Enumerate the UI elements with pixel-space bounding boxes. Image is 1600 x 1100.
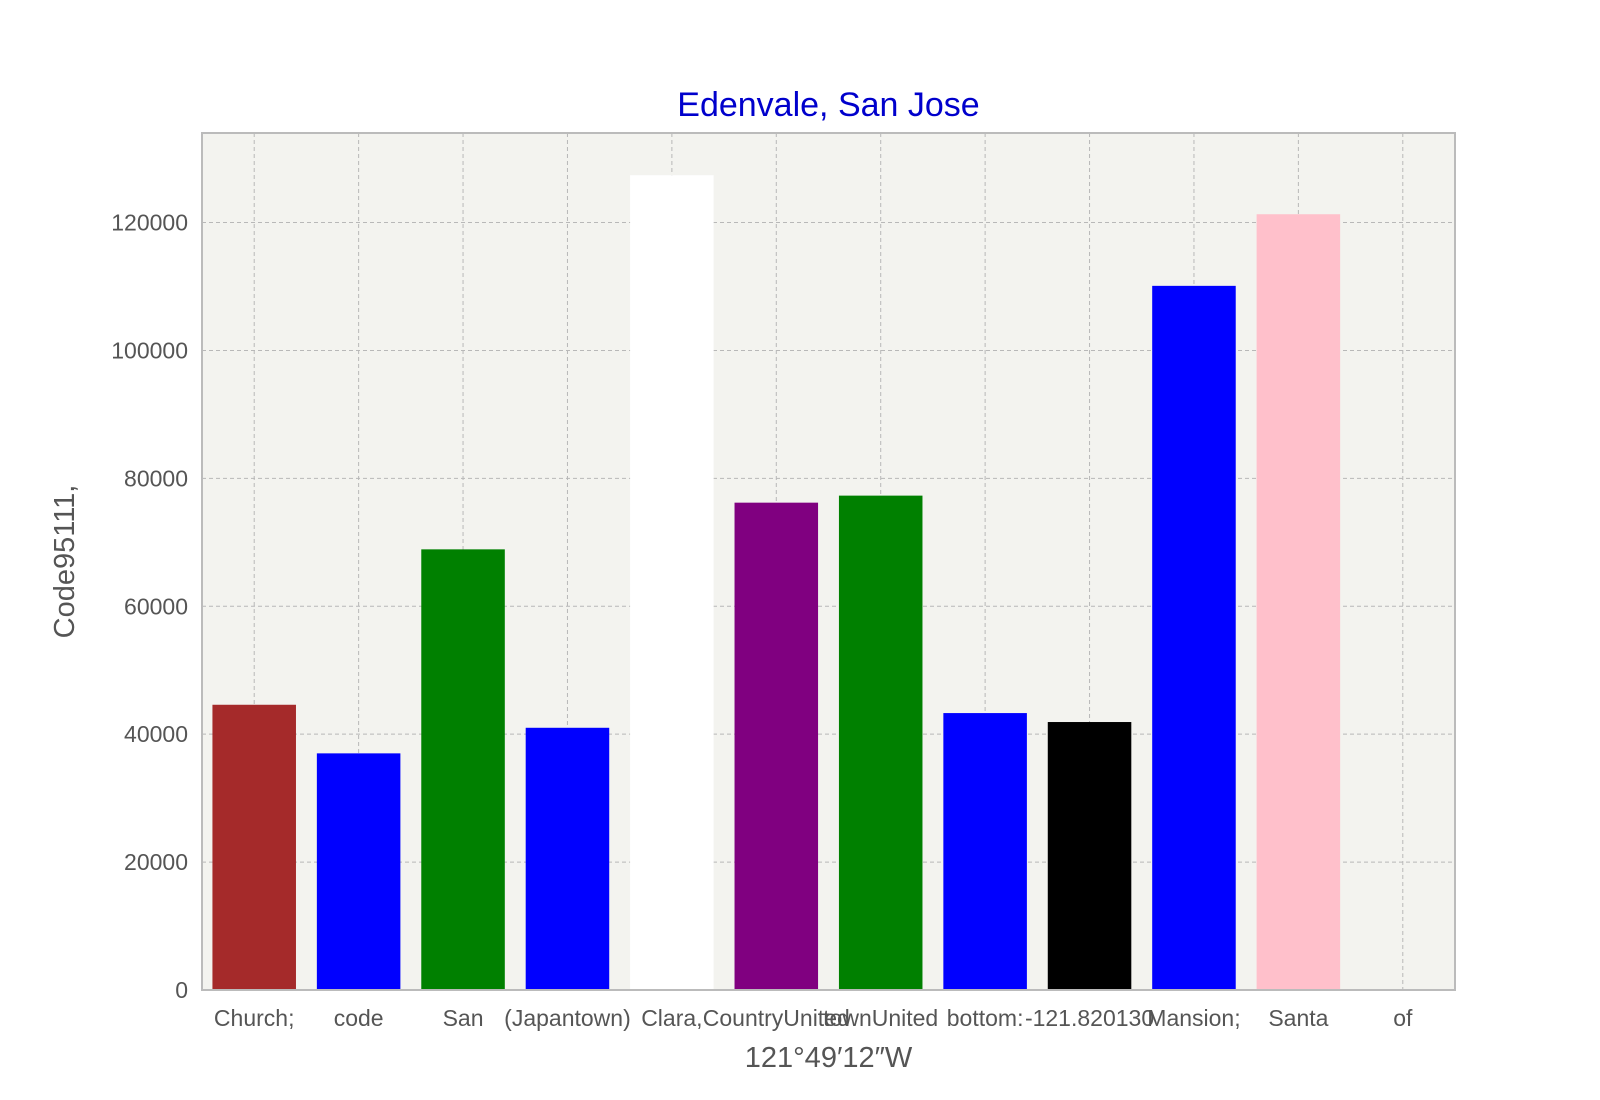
- x-tick-label: -121.820130⁣: [1025, 1005, 1154, 1031]
- bar-8: [1047, 722, 1132, 990]
- bars: [212, 175, 1341, 990]
- x-tick-label: bottom:: [947, 1005, 1024, 1031]
- y-axis-label: Code95111,: [49, 485, 81, 639]
- x-tick-label: of: [1393, 1005, 1413, 1031]
- bar-9: [1152, 285, 1236, 990]
- y-tick-label: 20000: [124, 849, 188, 875]
- x-tick-label: Clara,: [641, 1005, 702, 1031]
- x-tick-label: Church;: [214, 1005, 295, 1031]
- x-axis-label: 121°49′12″W⁣: [745, 1042, 913, 1074]
- bar-6: [838, 495, 923, 990]
- bar-7: [943, 713, 1027, 990]
- x-axis-ticks: Church; code San (Japantown) Clara, CountryUn…: [214, 1005, 1413, 1031]
- x-tick-label: (Japantown): [504, 1005, 631, 1031]
- y-tick-label: 120000: [111, 210, 188, 236]
- plot-area: [202, 133, 1455, 990]
- bar-5: [734, 502, 819, 990]
- x-tick-label: townUnited: [823, 1005, 938, 1031]
- y-tick-label: 40000: [124, 721, 188, 747]
- bar-1: [316, 753, 401, 990]
- x-tick-label: CountryUnited: [703, 1005, 850, 1031]
- x-tick-label: Mansion;: [1147, 1005, 1240, 1031]
- bar-3: [525, 727, 610, 990]
- bar-10: [1256, 214, 1341, 990]
- y-tick-label: 60000: [124, 593, 188, 619]
- y-tick-label: 100000: [111, 337, 188, 363]
- bar-4: [630, 175, 714, 990]
- x-tick-label: Santa: [1268, 1005, 1328, 1031]
- bar-0: [212, 704, 296, 990]
- bar-2: [421, 549, 505, 990]
- y-tick-label: 0: [175, 977, 188, 1003]
- y-axis-ticks: 0 20000 40000 60000 80000 100000 120000: [111, 210, 188, 1003]
- x-tick-label: code: [334, 1005, 384, 1031]
- chart-title: Edenvale, San Jose: [677, 86, 979, 124]
- plot-frame: [201, 132, 1456, 991]
- y-tick-label: 80000: [124, 465, 188, 491]
- x-tick-label: San: [443, 1005, 484, 1031]
